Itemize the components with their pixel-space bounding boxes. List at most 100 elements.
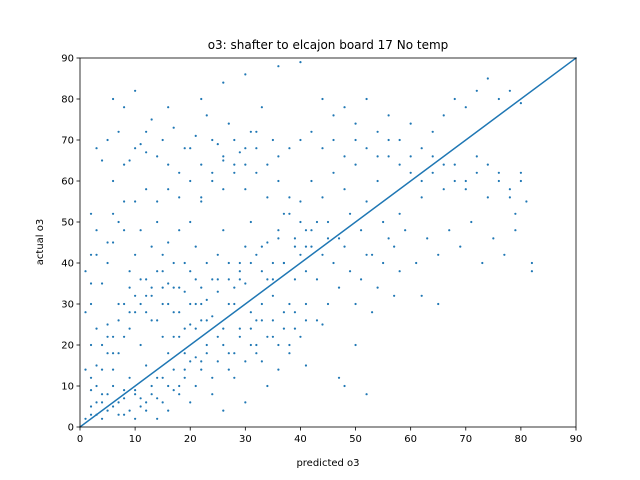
data-point xyxy=(233,286,236,289)
data-point xyxy=(370,311,374,314)
data-point xyxy=(299,138,302,142)
data-point xyxy=(442,163,445,166)
data-point xyxy=(233,171,236,174)
data-point xyxy=(282,311,286,314)
data-point xyxy=(332,171,335,174)
data-point xyxy=(117,352,120,355)
data-point xyxy=(84,368,87,371)
data-point xyxy=(106,409,109,412)
data-point xyxy=(332,261,335,265)
data-point xyxy=(211,393,214,396)
data-point xyxy=(249,130,252,133)
data-point xyxy=(139,229,142,232)
data-point xyxy=(288,212,291,215)
data-point xyxy=(431,155,434,158)
data-point xyxy=(332,138,335,142)
y-tick-label: 40 xyxy=(61,259,74,270)
data-point xyxy=(426,237,429,240)
data-point xyxy=(139,405,142,408)
data-point xyxy=(222,155,225,158)
data-point xyxy=(122,389,126,392)
data-point xyxy=(111,335,115,338)
data-point xyxy=(156,417,159,420)
data-point xyxy=(150,245,153,248)
data-point xyxy=(310,130,313,133)
data-point xyxy=(442,188,445,191)
data-point xyxy=(211,171,214,174)
data-point xyxy=(145,294,148,297)
x-tick-label: 90 xyxy=(570,434,583,445)
data-point xyxy=(244,245,247,248)
data-point xyxy=(100,368,104,371)
data-point xyxy=(100,393,104,396)
data-point xyxy=(183,147,186,150)
data-point xyxy=(167,384,170,388)
x-axis: 0 10 20 30 40 50 60 70 80 90 xyxy=(77,427,583,445)
data-point xyxy=(365,147,368,150)
data-point xyxy=(134,393,137,396)
data-point xyxy=(200,97,203,101)
data-point xyxy=(238,270,241,273)
y-tick-label: 70 xyxy=(61,136,74,147)
data-point xyxy=(145,311,148,314)
data-point xyxy=(260,270,263,273)
data-point xyxy=(222,409,225,412)
data-point xyxy=(178,335,181,338)
data-point xyxy=(134,253,137,256)
data-point xyxy=(200,302,203,306)
data-point xyxy=(393,245,396,248)
y-tick-label: 0 xyxy=(68,423,74,434)
data-point xyxy=(277,229,280,232)
data-point xyxy=(387,155,390,158)
data-point xyxy=(95,364,98,367)
data-point xyxy=(508,188,511,191)
data-point xyxy=(150,384,153,388)
data-point xyxy=(486,196,489,199)
data-point xyxy=(530,270,534,273)
data-point xyxy=(172,368,175,371)
data-point xyxy=(459,245,462,248)
data-point xyxy=(442,114,445,117)
data-point xyxy=(404,229,407,232)
data-point xyxy=(365,393,368,396)
x-tick-label: 10 xyxy=(129,434,142,445)
data-point xyxy=(277,368,280,371)
data-point xyxy=(359,229,363,232)
data-point xyxy=(205,114,208,117)
data-point xyxy=(150,319,153,322)
data-point xyxy=(525,200,528,203)
data-point xyxy=(354,302,357,306)
data-point xyxy=(111,212,115,215)
data-point xyxy=(117,319,120,322)
data-point xyxy=(299,61,302,64)
data-point xyxy=(205,319,208,322)
x-tick-label: 40 xyxy=(294,434,307,445)
data-point xyxy=(194,327,197,330)
data-point xyxy=(134,294,137,297)
data-point xyxy=(321,196,324,199)
data-point xyxy=(453,179,456,183)
data-point xyxy=(233,352,236,355)
data-point xyxy=(156,270,159,273)
data-point xyxy=(238,278,241,281)
data-point xyxy=(211,179,214,183)
data-point xyxy=(128,327,131,330)
data-point xyxy=(134,389,137,392)
data-point xyxy=(84,270,87,273)
data-point xyxy=(189,147,192,150)
data-point xyxy=(282,261,286,265)
data-point xyxy=(100,343,104,347)
data-point xyxy=(183,290,186,293)
data-point xyxy=(128,270,131,273)
data-point xyxy=(304,364,308,367)
data-point xyxy=(211,138,214,142)
data-point xyxy=(304,229,308,232)
data-point xyxy=(437,253,440,256)
data-point xyxy=(139,343,142,347)
data-point xyxy=(359,278,363,281)
data-point xyxy=(172,126,175,129)
data-point xyxy=(337,286,341,289)
data-point xyxy=(122,413,126,416)
data-point xyxy=(194,384,197,388)
data-point xyxy=(249,220,252,224)
